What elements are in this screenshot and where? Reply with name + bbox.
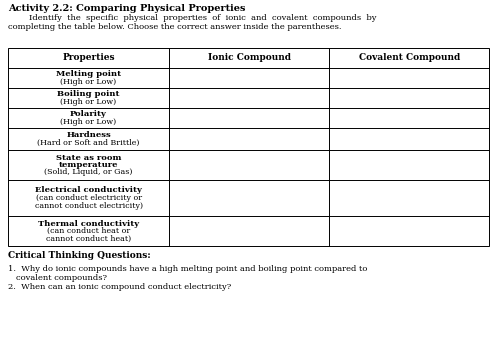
Text: (Solid, Liquid, or Gas): (Solid, Liquid, or Gas) [44,168,133,176]
Text: (High or Low): (High or Low) [61,118,117,126]
Text: Activity 2.2: Comparing Physical Properties: Activity 2.2: Comparing Physical Propert… [8,4,246,13]
Text: Covalent Compound: Covalent Compound [358,54,460,63]
Text: cannot conduct heat): cannot conduct heat) [46,234,131,243]
Text: Identify  the  specific  physical  properties  of  ionic  and  covalent  compoun: Identify the specific physical propertie… [8,14,377,22]
Text: covalent compounds?: covalent compounds? [16,274,107,282]
Text: Properties: Properties [62,54,115,63]
Text: Critical Thinking Questions:: Critical Thinking Questions: [8,251,151,260]
Text: temperature: temperature [59,161,118,169]
Text: Polarity: Polarity [70,110,107,118]
Text: cannot conduct electricity): cannot conduct electricity) [34,202,143,210]
Text: Boiling point: Boiling point [57,90,120,98]
Text: Melting point: Melting point [56,70,121,78]
Text: 2.  When can an ionic compound conduct electricity?: 2. When can an ionic compound conduct el… [8,283,231,291]
Text: (can conduct electricity or: (can conduct electricity or [35,194,142,202]
Text: 1.  Why do ionic compounds have a high melting point and boiling point compared : 1. Why do ionic compounds have a high me… [8,265,367,273]
Bar [8,48,489,246]
Text: Hardness: Hardness [66,131,111,139]
Text: Thermal conductivity: Thermal conductivity [38,219,139,228]
Text: (High or Low): (High or Low) [61,78,117,86]
Text: Ionic Compound: Ionic Compound [208,54,291,63]
Text: completing the table below. Choose the correct answer inside the parentheses.: completing the table below. Choose the c… [8,23,341,31]
Text: Electrical conductivity: Electrical conductivity [35,187,142,195]
Text: (Hard or Soft and Brittle): (Hard or Soft and Brittle) [37,139,140,147]
Text: State as room: State as room [56,154,121,161]
Text: (can conduct heat or: (can conduct heat or [47,227,130,235]
Text: (High or Low): (High or Low) [61,98,117,106]
